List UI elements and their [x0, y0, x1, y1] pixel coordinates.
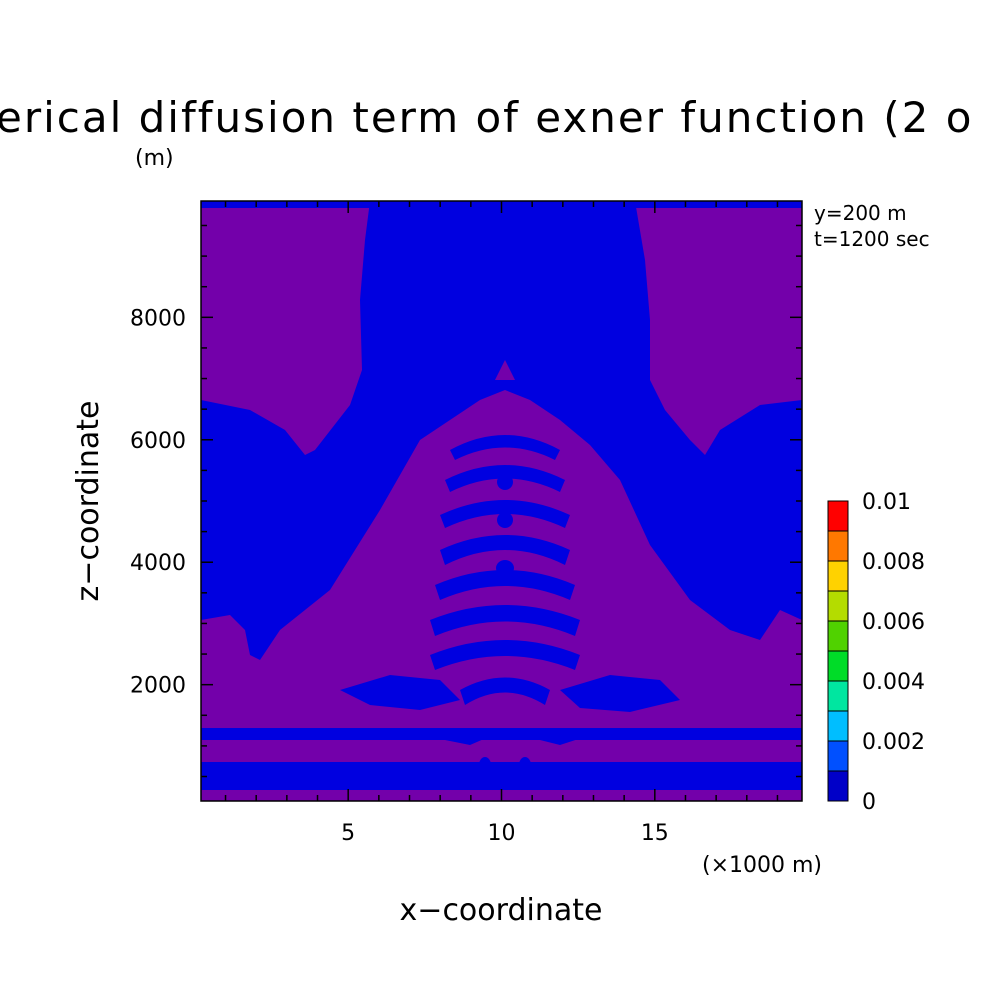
x-tick-label: 15: [641, 821, 669, 846]
colorbar-labels: 0.01 0.008 0.006 0.004 0.002 0: [862, 490, 925, 815]
colorbar-label: 0.01: [862, 490, 911, 515]
colorbar: [827, 500, 849, 802]
colorbar-swatch: [827, 650, 849, 682]
colorbar-swatch: [827, 680, 849, 712]
colorbar-swatch: [827, 740, 849, 772]
field-blob-4: [485, 769, 525, 781]
plot-area: [200, 200, 803, 802]
colorbar-swatch: [827, 710, 849, 742]
colorbar-label: 0.004: [862, 670, 925, 695]
axis-ticks: [201, 201, 802, 801]
annotation-t: t=1200 sec: [814, 227, 930, 251]
colorbar-label: 0.008: [862, 550, 925, 575]
x-tick-label: 10: [488, 821, 516, 846]
x-axis-label: x−coordinate: [400, 893, 603, 928]
field-blob-2: [497, 512, 513, 528]
y-tick-labels: 2000 4000 6000 8000: [130, 306, 186, 698]
colorbar-swatch: [827, 590, 849, 622]
x-tick-labels: 5 10 15: [341, 821, 669, 846]
x-unit-label: (×1000 m): [702, 853, 822, 878]
field-arc-1: [450, 435, 560, 460]
field-blob-6: [519, 757, 531, 773]
colorbar-label: 0: [862, 790, 876, 815]
colorbar-swatch: [827, 500, 849, 532]
colorbar-swatch: [827, 770, 849, 802]
field-lens-mid: [420, 730, 500, 745]
x-tick-label: 5: [341, 821, 355, 846]
y-tick-label: 4000: [130, 551, 186, 576]
field-lens-mid2: [520, 730, 600, 745]
field-arc-8: [460, 677, 550, 705]
annotation-y: y=200 m: [814, 201, 907, 225]
colorbar-swatch: [827, 620, 849, 652]
field-arc-4: [440, 535, 570, 565]
field-band-1: [201, 728, 802, 740]
y-tick-label: 2000: [130, 674, 186, 699]
field-region-upper-left: [201, 201, 370, 455]
field-blob-5: [479, 757, 491, 773]
field-lens-left: [340, 675, 460, 710]
field-arc-5: [435, 570, 575, 600]
colorbar-label: 0.006: [862, 610, 925, 635]
field-lens-right: [560, 675, 680, 712]
colorbar-swatch: [827, 560, 849, 592]
y-unit-label: (m): [135, 146, 174, 171]
field-blob-1: [497, 474, 513, 490]
y-tick-label: 8000: [130, 306, 186, 331]
field-region-upper-right: [635, 201, 802, 455]
y-axis-label: z−coordinate: [71, 401, 106, 602]
colorbar-swatch: [827, 530, 849, 562]
colorbar-label: 0.002: [862, 730, 925, 755]
chart-title: erical diffusion term of exner function …: [0, 93, 973, 142]
field-arc-6: [430, 605, 580, 636]
field-arc-7: [430, 640, 580, 670]
field-spike: [495, 360, 515, 380]
field-blob-3: [496, 560, 514, 576]
y-tick-label: 6000: [130, 429, 186, 454]
